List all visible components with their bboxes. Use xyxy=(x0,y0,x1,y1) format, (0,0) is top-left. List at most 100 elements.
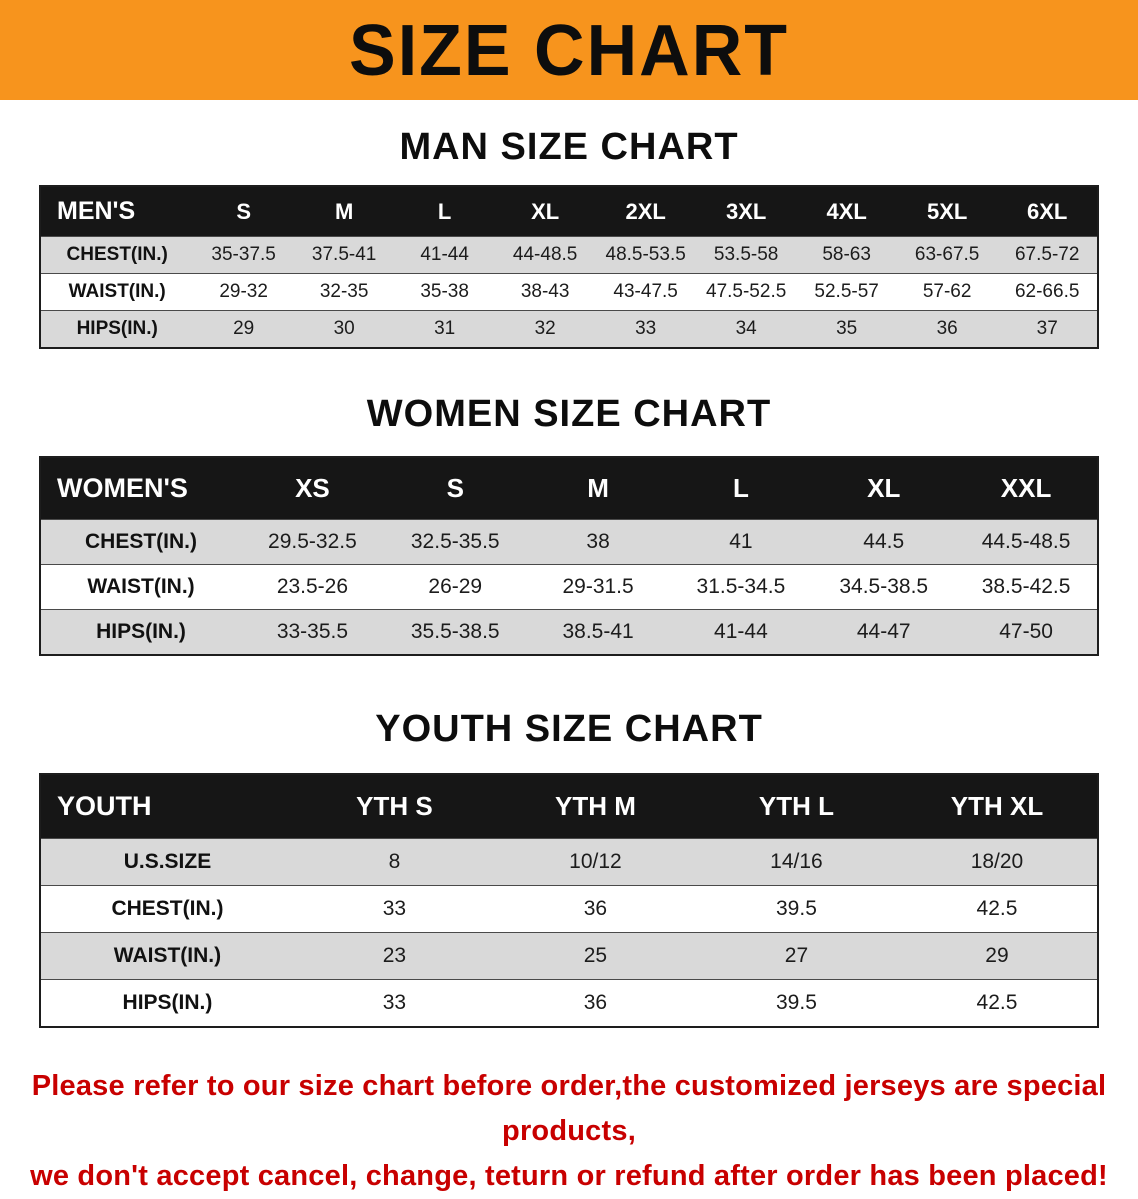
table-title-cell: YOUTH xyxy=(40,774,294,839)
size-header-cell: S xyxy=(193,186,294,237)
value-cell: 47-50 xyxy=(955,609,1098,655)
measurement-row: WAIST(IN.) 29-32 32-35 35-38 38-43 43-47.5 47.… xyxy=(40,273,1098,311)
value-cell: 18/20 xyxy=(896,838,1098,886)
size-header-cell: 5XL xyxy=(896,186,998,237)
value-cell: 48.5-53.5 xyxy=(595,236,696,274)
measurement-row: HIPS(IN.) 33-35.5 35.5-38.5 38.5-41 41-44 44-… xyxy=(40,609,1098,655)
measurement-row: U.S.SIZE 8 10/12 14/16 18/20 xyxy=(40,838,1098,886)
measurement-row: WAIST(IN.) 23.5-26 26-29 29-31.5 31.5-34.5 34… xyxy=(40,564,1098,610)
measurement-row: WAIST(IN.) 23 25 27 29 xyxy=(40,932,1098,980)
disclaimer-line-2: we don't accept cancel, change, teturn o… xyxy=(30,1159,1108,1192)
measurement-row: CHEST(IN.) 33 36 39.5 42.5 xyxy=(40,885,1098,933)
youth-size-table: YOUTH YTH S YTH M YTH L YTH XL U.S.SIZE 8 10/12… xyxy=(39,773,1099,1028)
value-cell: 36 xyxy=(494,979,696,1027)
value-cell: 44-47 xyxy=(812,609,956,655)
size-header-cell: XL xyxy=(812,457,956,520)
size-header-cell: L xyxy=(669,457,813,520)
value-cell: 41 xyxy=(669,519,813,565)
value-cell: 42.5 xyxy=(896,885,1098,933)
value-cell: 33 xyxy=(293,885,495,933)
header-row: YOUTH YTH S YTH M YTH L YTH XL xyxy=(40,774,1098,839)
value-cell: 38.5-41 xyxy=(526,609,670,655)
value-cell: 30 xyxy=(293,310,395,348)
size-header-cell: YTH XL xyxy=(896,774,1098,839)
size-header-cell: YTH M xyxy=(494,774,696,839)
value-cell: 35-38 xyxy=(394,273,495,311)
value-cell: 63-67.5 xyxy=(896,236,998,274)
value-cell: 38-43 xyxy=(494,273,596,311)
value-cell: 23 xyxy=(293,932,495,980)
size-header-cell: XXL xyxy=(955,457,1098,520)
measurement-row: HIPS(IN.) 29 30 31 32 33 34 35 36 37 xyxy=(40,310,1098,348)
value-cell: 38 xyxy=(526,519,670,565)
size-header-cell: 3XL xyxy=(695,186,797,237)
value-cell: 33-35.5 xyxy=(241,609,384,655)
value-cell: 27 xyxy=(695,932,897,980)
row-label-cell: HIPS(IN.) xyxy=(40,979,294,1027)
disclaimer-line-1: Please refer to our size chart before or… xyxy=(31,1070,1107,1147)
row-label-cell: WAIST(IN.) xyxy=(40,932,294,980)
value-cell: 44.5-48.5 xyxy=(955,519,1098,565)
value-cell: 29 xyxy=(896,932,1098,980)
value-cell: 34 xyxy=(695,310,797,348)
value-cell: 58-63 xyxy=(796,236,897,274)
row-label-cell: CHEST(IN.) xyxy=(40,519,242,565)
value-cell: 39.5 xyxy=(695,885,897,933)
row-label-cell: WAIST(IN.) xyxy=(40,564,242,610)
youth-section-heading: YOUTH SIZE CHART xyxy=(375,708,763,750)
value-cell: 29-32 xyxy=(193,273,294,311)
row-label-cell: U.S.SIZE xyxy=(40,838,294,886)
value-cell: 33 xyxy=(293,979,495,1027)
value-cell: 35 xyxy=(796,310,897,348)
page-title: SIZE CHART xyxy=(349,9,789,91)
table-title-cell: WOMEN'S xyxy=(40,457,242,520)
value-cell: 10/12 xyxy=(494,838,696,886)
value-cell: 44-48.5 xyxy=(494,236,596,274)
value-cell: 37 xyxy=(997,310,1098,348)
value-cell: 43-47.5 xyxy=(595,273,696,311)
header-row: WOMEN'S XS S M L XL XXL xyxy=(40,457,1098,520)
value-cell: 36 xyxy=(494,885,696,933)
women-size-section: WOMEN SIZE CHART WOMEN'S XS S M L XL XXL CHEST(… xyxy=(0,393,1138,656)
disclaimer: Please refer to our size chart before or… xyxy=(0,1064,1138,1199)
size-header-cell: YTH S xyxy=(293,774,495,839)
size-header-cell: 4XL xyxy=(796,186,897,237)
men-size-table: MEN'S S M L XL 2XL 3XL 4XL 5XL 6XL CHEST(IN.) 35-37… xyxy=(39,185,1099,349)
value-cell: 25 xyxy=(494,932,696,980)
size-header-cell: XS xyxy=(241,457,384,520)
youth-size-section: YOUTH SIZE CHART YOUTH YTH S YTH M YTH L YTH… xyxy=(0,708,1138,1028)
value-cell: 29-31.5 xyxy=(526,564,670,610)
value-cell: 26-29 xyxy=(383,564,527,610)
value-cell: 32-35 xyxy=(293,273,395,311)
value-cell: 35-37.5 xyxy=(193,236,294,274)
value-cell: 41-44 xyxy=(394,236,495,274)
size-header-cell: 6XL xyxy=(997,186,1098,237)
value-cell: 29 xyxy=(193,310,294,348)
row-label-cell: CHEST(IN.) xyxy=(40,236,194,274)
row-label-cell: WAIST(IN.) xyxy=(40,273,194,311)
table-title-cell: MEN'S xyxy=(40,186,194,237)
value-cell: 57-62 xyxy=(896,273,998,311)
women-size-table: WOMEN'S XS S M L XL XXL CHEST(IN.) 29.5-32.5 32.5… xyxy=(39,456,1099,656)
value-cell: 53.5-58 xyxy=(695,236,797,274)
row-label-cell: HIPS(IN.) xyxy=(40,310,194,348)
size-header-cell: M xyxy=(526,457,670,520)
value-cell: 36 xyxy=(896,310,998,348)
value-cell: 44.5 xyxy=(812,519,956,565)
value-cell: 37.5-41 xyxy=(293,236,395,274)
size-header-cell: XL xyxy=(494,186,596,237)
men-section-heading: MAN SIZE CHART xyxy=(399,126,739,168)
size-header-cell: M xyxy=(293,186,395,237)
measurement-row: CHEST(IN.) 35-37.5 37.5-41 41-44 44-48.5 48.5… xyxy=(40,236,1098,274)
size-header-cell: YTH L xyxy=(695,774,897,839)
women-section-heading: WOMEN SIZE CHART xyxy=(366,393,772,435)
value-cell: 52.5-57 xyxy=(796,273,897,311)
value-cell: 31 xyxy=(394,310,495,348)
size-header-cell: S xyxy=(383,457,527,520)
value-cell: 35.5-38.5 xyxy=(383,609,527,655)
row-label-cell: HIPS(IN.) xyxy=(40,609,242,655)
header-row: MEN'S S M L XL 2XL 3XL 4XL 5XL 6XL xyxy=(40,186,1098,237)
men-size-section: MAN SIZE CHART MEN'S S M L XL 2XL 3XL 4XL 5XL 6XL… xyxy=(0,126,1138,349)
value-cell: 62-66.5 xyxy=(997,273,1098,311)
